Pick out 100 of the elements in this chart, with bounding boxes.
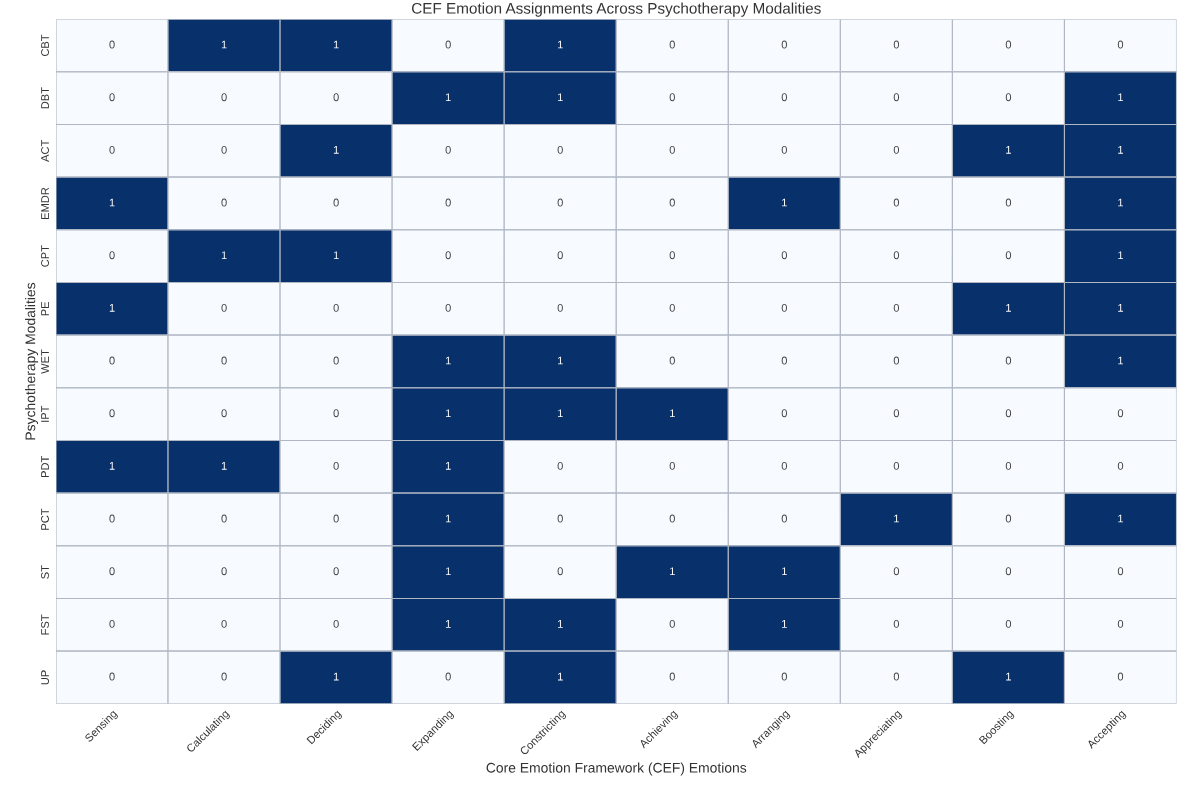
y-tick-label: PDT: [41, 455, 49, 478]
data-label: 0: [893, 461, 900, 470]
y-axis-title: Psychotherapy Modalities: [25, 282, 39, 440]
data-label: 1: [558, 409, 563, 418]
data-label: 0: [1005, 40, 1012, 49]
data-label: 0: [445, 303, 451, 312]
data-label: 1: [1118, 514, 1124, 523]
data-label: 1: [1118, 356, 1124, 365]
data-label: 0: [893, 93, 900, 102]
data-label: 0: [557, 514, 563, 523]
data-label: 1: [445, 620, 451, 628]
data-label: 0: [557, 198, 563, 207]
data-label: 0: [781, 251, 787, 260]
data-label: 0: [109, 145, 115, 154]
data-label: 0: [221, 514, 227, 523]
data-label: 1: [445, 514, 451, 523]
data-label: 0: [557, 303, 563, 312]
data-label: 0: [1117, 40, 1124, 49]
data-label: 1: [333, 672, 339, 681]
y-tick-label: PE: [41, 301, 49, 316]
data-label: 0: [109, 514, 115, 523]
data-label: 0: [221, 619, 227, 628]
data-label: 1: [333, 251, 339, 260]
data-label: 0: [557, 251, 563, 260]
data-label: 0: [109, 251, 115, 260]
data-label: 0: [669, 619, 675, 628]
data-label: 0: [445, 251, 451, 260]
y-tick-label: EMDR: [41, 187, 49, 219]
data-label: 1: [1118, 251, 1124, 260]
y-tick-label: ACT: [41, 139, 49, 162]
data-label: 0: [109, 567, 115, 576]
data-label: 0: [445, 198, 451, 207]
data-label: 1: [670, 409, 675, 418]
data-label: 0: [221, 356, 227, 365]
data-label: 1: [109, 304, 115, 312]
x-axis-title: Core Emotion Framework (CEF) Emotions: [486, 762, 747, 776]
data-label: 0: [1117, 567, 1124, 576]
data-label: 1: [782, 198, 787, 207]
data-label: 0: [669, 514, 675, 523]
data-label: 1: [670, 567, 675, 576]
data-label: 0: [221, 198, 227, 207]
data-label: 1: [558, 620, 563, 628]
data-label: 0: [221, 303, 227, 312]
data-label: 0: [1117, 619, 1124, 628]
data-label: 0: [893, 672, 900, 681]
data-label: 1: [1006, 672, 1011, 681]
data-label: 0: [893, 145, 900, 154]
data-label: 0: [109, 619, 115, 628]
data-label: 0: [669, 672, 675, 681]
data-label: 0: [893, 251, 900, 260]
data-label: 1: [109, 462, 115, 470]
y-tick-label: FST: [41, 614, 49, 635]
data-label: 0: [109, 93, 115, 102]
y-tick-label: ST: [41, 565, 49, 579]
data-label: 0: [669, 356, 675, 365]
data-label: 0: [669, 145, 675, 154]
data-label: 0: [669, 303, 675, 312]
data-label: 0: [109, 409, 115, 418]
data-label: 1: [1118, 304, 1124, 312]
y-tick-label: CBT: [41, 34, 49, 57]
data-label: 0: [669, 198, 675, 207]
data-label: 1: [445, 93, 451, 102]
data-label: 0: [669, 93, 675, 102]
data-label: 0: [333, 567, 339, 576]
data-label: 0: [557, 145, 563, 154]
data-label: 0: [781, 356, 787, 365]
data-label: 0: [333, 461, 339, 470]
data-label: 0: [1005, 461, 1012, 470]
data-label: 0: [781, 40, 787, 49]
data-label: 1: [1118, 198, 1124, 207]
data-label: 1: [221, 462, 227, 470]
data-label: 0: [669, 461, 675, 470]
data-label: 0: [781, 514, 787, 523]
data-label: 1: [333, 146, 339, 154]
y-tick-label: DBT: [41, 87, 49, 109]
data-label: 0: [893, 303, 900, 312]
data-label: 1: [558, 672, 563, 681]
data-label: 1: [445, 409, 451, 418]
chart-title: CEF Emotion Assignments Across Psychotherapy Modalities: [411, 2, 821, 17]
data-label: 1: [445, 462, 451, 470]
data-label: 0: [669, 251, 675, 260]
data-label: 0: [781, 145, 787, 154]
data-label: 0: [333, 514, 339, 523]
y-tick-label: UP: [41, 670, 49, 685]
data-label: 1: [782, 567, 787, 576]
data-label: 1: [109, 198, 115, 207]
data-label: 1: [1118, 93, 1124, 102]
data-label: 0: [221, 409, 227, 418]
data-label: 0: [781, 93, 787, 102]
data-label: 0: [893, 198, 900, 207]
y-tick-label: PCT: [41, 508, 49, 530]
data-label: 1: [445, 567, 451, 576]
data-label: 1: [333, 40, 339, 49]
data-label: 0: [781, 409, 787, 418]
data-label: 0: [445, 40, 451, 49]
data-label: 1: [782, 620, 787, 628]
data-label: 0: [221, 567, 227, 576]
data-label: 0: [1005, 514, 1012, 523]
data-label: 0: [333, 93, 339, 102]
data-label: 0: [557, 461, 563, 470]
